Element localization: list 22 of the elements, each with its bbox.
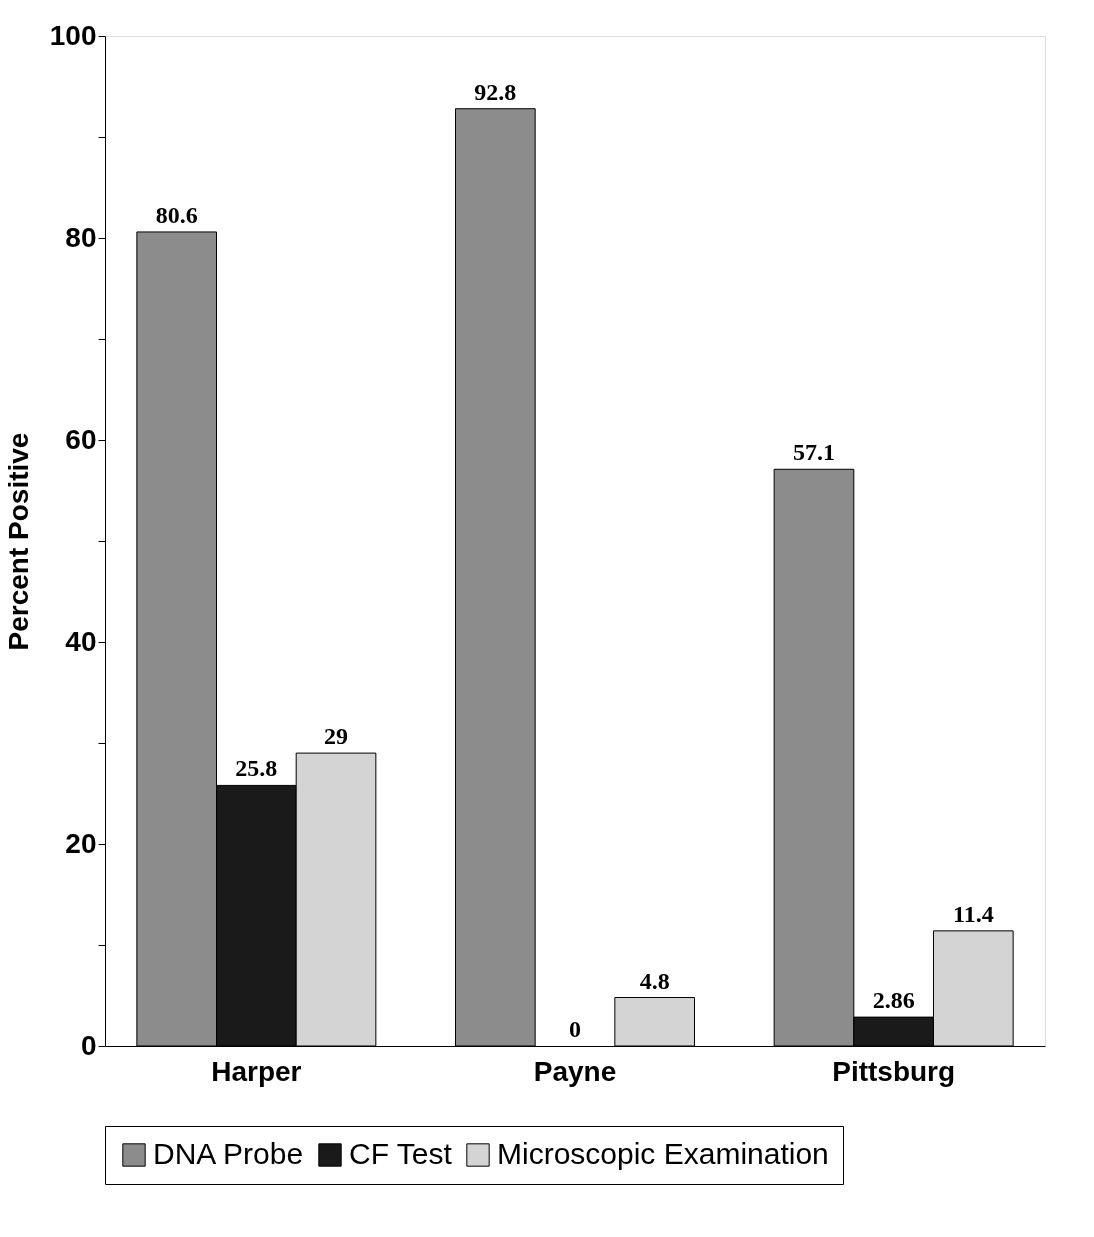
data-label: 11.4 <box>952 900 994 927</box>
y-axis-title: Percent Positive <box>2 432 34 651</box>
x-tick-label: Harper <box>211 1055 302 1087</box>
data-label: 0 <box>569 1016 581 1042</box>
data-label: 92.8 <box>474 78 517 105</box>
y-tick-label: 80 <box>65 221 97 253</box>
legend-label: DNA Probe <box>153 1137 304 1170</box>
data-label: 4.8 <box>639 967 670 994</box>
data-label: 25.8 <box>235 755 278 782</box>
y-tick-label: 100 <box>49 19 97 51</box>
x-tick-label: Payne <box>533 1055 617 1087</box>
data-label: 80.6 <box>155 201 198 228</box>
y-tick-label: 20 <box>65 827 97 859</box>
data-label: 57.1 <box>792 439 835 466</box>
legend-label: CF Test <box>349 1137 453 1170</box>
y-tick-label: 40 <box>65 625 97 657</box>
x-tick-label: Pittsburg <box>832 1055 956 1087</box>
data-label: 29 <box>324 723 349 750</box>
legend-label: Microscopic Examination <box>497 1137 829 1170</box>
y-tick-label: 0 <box>80 1029 97 1061</box>
data-label: 2.86 <box>872 987 915 1014</box>
y-tick-label: 60 <box>65 423 97 455</box>
